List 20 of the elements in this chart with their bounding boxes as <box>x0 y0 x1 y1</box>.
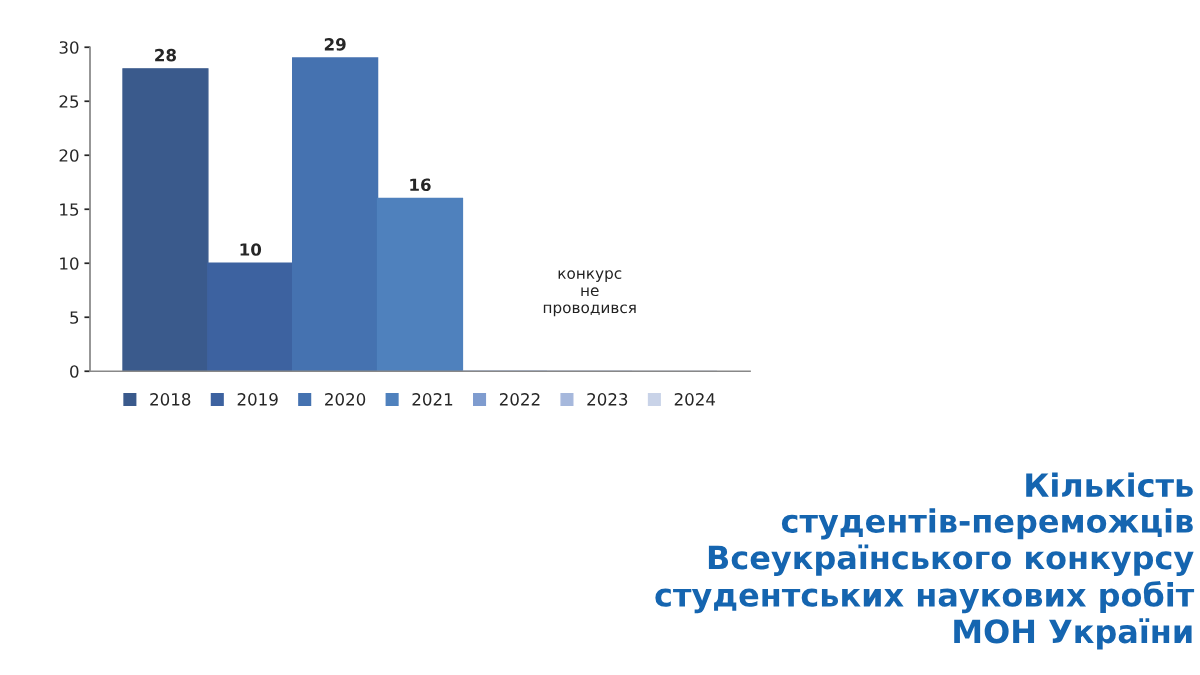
data-label: 10 <box>240 243 262 256</box>
data-label: 28 <box>155 48 176 62</box>
y-tick-label: 25 <box>59 95 79 108</box>
y-tick-label: 5 <box>70 311 79 324</box>
legend-label: 2020 <box>325 393 366 406</box>
y-tick-label: 0 <box>70 365 79 378</box>
legend-label: 2018 <box>150 393 191 406</box>
annotation: конкурс не проводився <box>543 270 636 317</box>
data-label: 16 <box>410 178 431 192</box>
legend-label: 2024 <box>674 393 716 406</box>
legend-label: 2023 <box>587 393 628 406</box>
y-tick-label: 10 <box>60 257 79 270</box>
data-label: 29 <box>324 38 346 51</box>
text: Кількість студентів-переможців Всеукраїнського конкурсу студентських наукових робіт МОН України <box>655 472 1195 650</box>
legend-label: 2021 <box>412 393 453 406</box>
y-tick-label: 15 <box>60 203 79 216</box>
legend-label: 2019 <box>237 393 278 406</box>
y-tick-label: 20 <box>59 149 79 162</box>
y-tick-label: 30 <box>59 41 79 54</box>
legend-label: 2022 <box>499 393 540 406</box>
